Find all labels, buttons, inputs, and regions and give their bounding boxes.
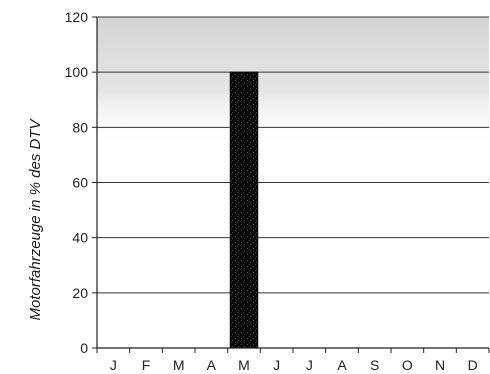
x-tick-label: J [306,357,313,373]
y-axis-label: Motorfahrzeuge in % des DTV [27,118,44,321]
x-tick-label: A [337,357,347,373]
y-tick-label: 60 [72,175,88,191]
y-tick-label: 100 [65,64,89,80]
x-tick-label: S [370,357,379,373]
y-tick-label: 80 [72,119,88,135]
x-tick-label: D [468,357,478,373]
x-tick-label: M [173,357,185,373]
x-tick-label: J [110,357,117,373]
y-tick-label: 40 [72,230,88,246]
background-band [97,17,489,150]
x-tick-label: N [435,357,445,373]
y-tick-label: 0 [80,340,88,356]
bar-M [229,71,259,349]
y-tick-label: 20 [72,285,88,301]
x-tick-label: O [402,357,413,373]
x-tick-label: J [273,357,280,373]
y-tick-label: 120 [65,9,89,25]
x-tick-label: M [238,357,250,373]
x-tick-label: F [142,357,151,373]
x-tick-label: A [207,357,217,373]
